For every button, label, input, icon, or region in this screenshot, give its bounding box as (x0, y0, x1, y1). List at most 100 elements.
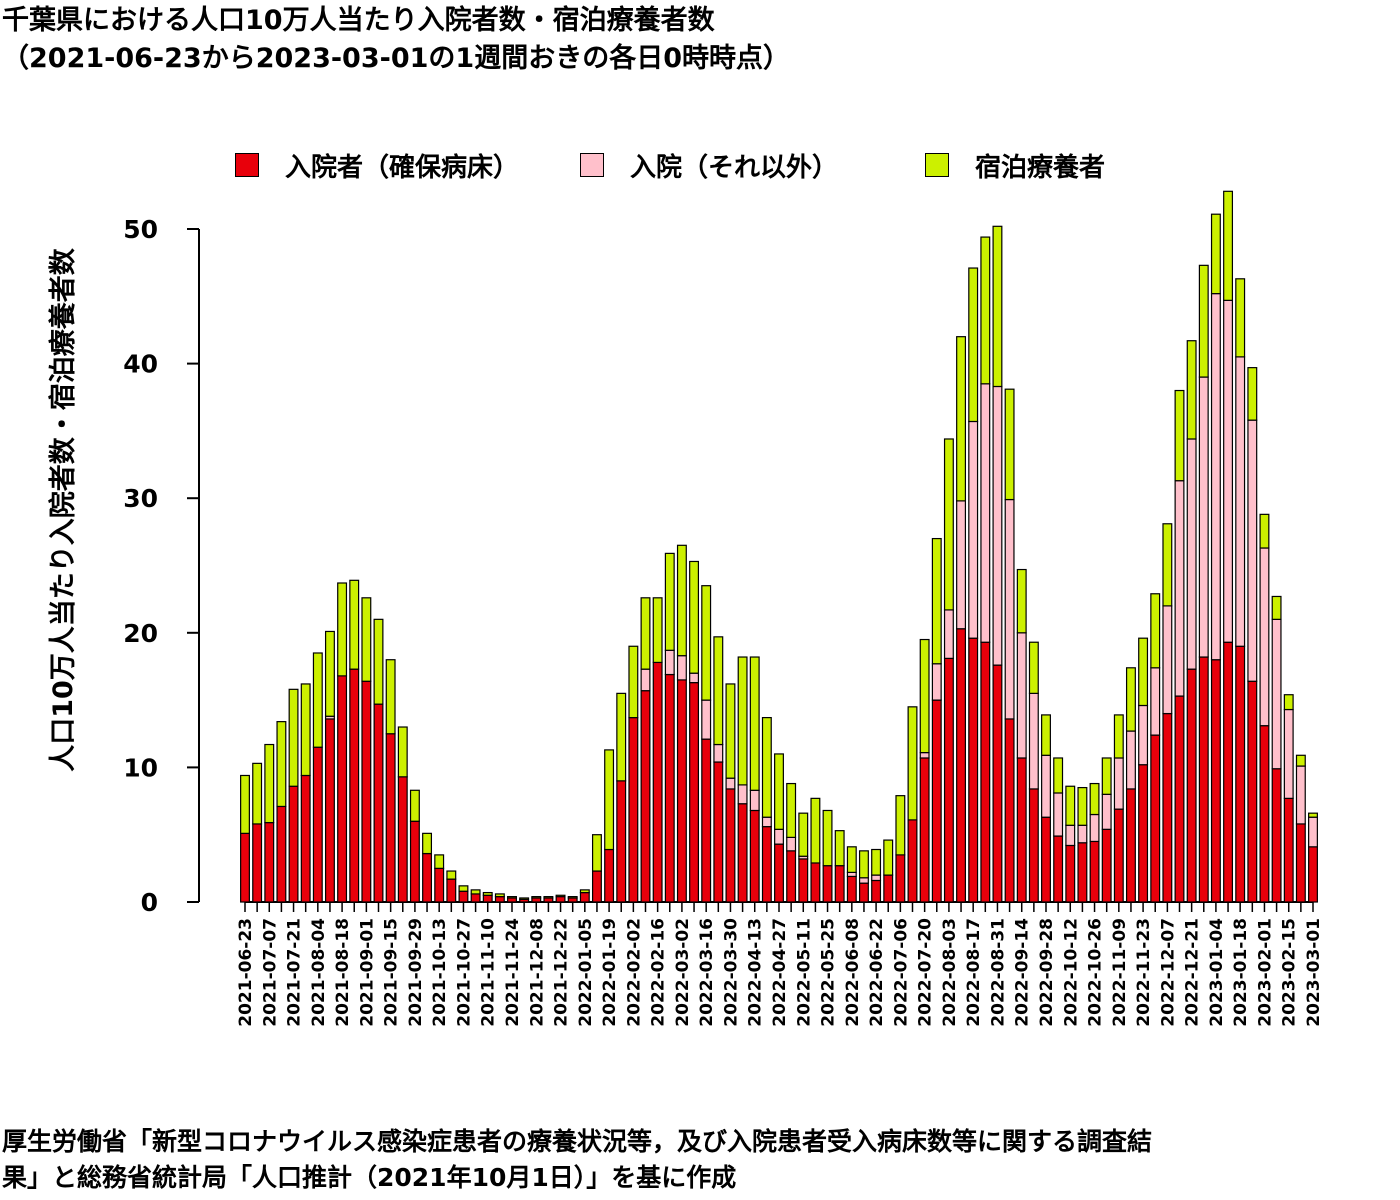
bar-segment-secured-beds (555, 896, 566, 903)
bar-segment-hotel (931, 537, 942, 665)
x-tick-label: 2021-12-08 (527, 918, 547, 1027)
bar-segment-secured-beds (1125, 788, 1136, 903)
bar-segment-hotel (1174, 389, 1185, 482)
bar-segment-hotel (470, 889, 481, 895)
bar-segment-secured-beds (1077, 842, 1088, 903)
bar-segment-hotel (324, 630, 335, 717)
bar-segment-other-hospital (871, 874, 882, 882)
bar-segment-other-hospital (1210, 293, 1221, 661)
bar-segment-secured-beds (1295, 823, 1306, 903)
bar-segment-hotel (1028, 641, 1039, 694)
x-tick-label: 2022-05-25 (819, 918, 839, 1027)
bar-segment-secured-beds (324, 718, 335, 903)
bar-segment-hotel (919, 638, 930, 754)
bar-segment-secured-beds (895, 854, 906, 903)
bar-segment-hotel (252, 762, 263, 825)
bar-segment-secured-beds (1053, 835, 1064, 903)
bar-segment-secured-beds (300, 774, 311, 903)
bar-segment-hotel (1016, 568, 1027, 634)
bar-segment-hotel (349, 579, 360, 670)
bar-segment-hotel (1295, 754, 1306, 767)
bar-segment-hotel (761, 716, 772, 818)
bar-segment-other-hospital (858, 877, 869, 884)
x-tick-label: 2021-10-13 (430, 918, 450, 1027)
bar-segment-secured-beds (749, 809, 760, 903)
bar-segment-hotel (555, 894, 566, 898)
bar-segment-secured-beds (1113, 808, 1124, 903)
legend-swatch-hotel (925, 153, 949, 177)
bar-segment-hotel (652, 597, 663, 664)
x-tick-label: 2022-03-02 (673, 918, 693, 1027)
bar-segment-hotel (507, 896, 517, 899)
x-tick-label: 2022-01-05 (576, 918, 596, 1027)
x-tick-label: 2022-12-21 (1183, 918, 1203, 1027)
bar-segment-secured-beds (1162, 712, 1173, 903)
bar-segment-secured-beds (1138, 764, 1149, 903)
bar-segment-other-hospital (1295, 765, 1306, 825)
x-tick-label: 2023-02-15 (1280, 918, 1300, 1027)
bar-segment-other-hospital (846, 871, 857, 878)
bar-segment-secured-beds (434, 867, 445, 903)
bar-segment-other-hospital (1186, 438, 1197, 670)
bar-segment-hotel (482, 891, 493, 896)
bar-segment-secured-beds (422, 852, 433, 903)
bar-segment-hotel (567, 896, 578, 899)
bar-segment-secured-beds (798, 858, 809, 903)
bar-segment-secured-beds (1271, 768, 1282, 903)
x-tick-label: 2021-10-27 (454, 918, 474, 1027)
x-tick-label: 2022-04-27 (770, 918, 790, 1027)
bar-segment-hotel (907, 706, 918, 821)
bar-segment-other-hospital (1162, 605, 1173, 715)
legend-item-secured-beds: 入院者（確保病床） (235, 145, 519, 185)
bar-segment-secured-beds (968, 637, 979, 903)
x-tick-label: 2021-08-04 (309, 918, 329, 1027)
bar-segment-secured-beds (264, 821, 275, 903)
legend-label-other-hospital: 入院（それ以外） (630, 152, 839, 183)
y-tick-label: 30 (123, 484, 158, 513)
bar-segment-hotel (895, 795, 906, 856)
x-tick-label: 2022-08-31 (988, 918, 1008, 1027)
bar-segment-other-hospital (1089, 813, 1100, 843)
bar-segment-hotel (494, 893, 505, 898)
bar-segment-hotel (1150, 593, 1161, 669)
bar-segment-secured-beds (604, 848, 615, 903)
bar-segment-secured-beds (676, 679, 687, 903)
bar-segment-other-hospital (1283, 708, 1294, 799)
bar-segment-secured-beds (1174, 695, 1185, 903)
bar-segment-hotel (264, 743, 275, 824)
bar-segment-hotel (1089, 782, 1100, 816)
bar-segment-hotel (798, 812, 809, 857)
bar-segment-other-hospital (1041, 754, 1051, 818)
bar-segment-hotel (385, 659, 396, 735)
x-tick-label: 2022-10-26 (1086, 918, 1106, 1027)
source-line-2: 果」と総務省統計局「人口推計（2021年10月1日）」を基に作成 (2, 1163, 737, 1192)
bar-segment-other-hospital (749, 789, 760, 812)
bar-segment-hotel (713, 636, 724, 746)
stacked-bar-chart: 0 10 20 30 40 50 人口10万人当たり入院者数・宿泊療養者数 2021-06-2… (47, 190, 1324, 1027)
legend-swatch-other-hospital (580, 153, 604, 177)
legend-item-other-hospital: 入院（それ以外） (580, 145, 838, 185)
x-tick-label: 2021-12-22 (552, 918, 572, 1027)
bar-segment-secured-beds (701, 738, 712, 903)
bar-segment-secured-beds (640, 690, 651, 903)
x-tick-label: 2022-09-28 (1037, 918, 1057, 1027)
legend-item-hotel: 宿泊療養者 (925, 145, 1105, 185)
bar-segment-hotel (312, 652, 323, 748)
bar-segment-hotel (409, 789, 420, 822)
bar-segment-secured-beds (409, 820, 420, 903)
bar-segment-other-hospital (980, 383, 991, 643)
bar-segment-hotel (980, 236, 991, 385)
bar-segment-secured-beds (931, 699, 942, 903)
bar-segment-secured-beds (482, 894, 493, 903)
bar-segment-hotel (543, 896, 554, 899)
bar-segment-secured-beds (980, 641, 991, 903)
bar-segment-other-hospital (664, 649, 675, 676)
x-tick-label: 2022-08-17 (964, 918, 984, 1027)
bar-segment-hotel (579, 889, 590, 894)
bar-segment-secured-beds (1028, 788, 1039, 903)
bar-segment-secured-beds (507, 897, 517, 903)
x-tick-label: 2021-09-29 (406, 918, 426, 1027)
title-line-2: （2021-06-23から2023-03-01の1週間おきの各日0時時点） (2, 43, 790, 74)
bar-segment-other-hospital (1138, 704, 1149, 766)
bar-segment-secured-beds (822, 865, 833, 903)
